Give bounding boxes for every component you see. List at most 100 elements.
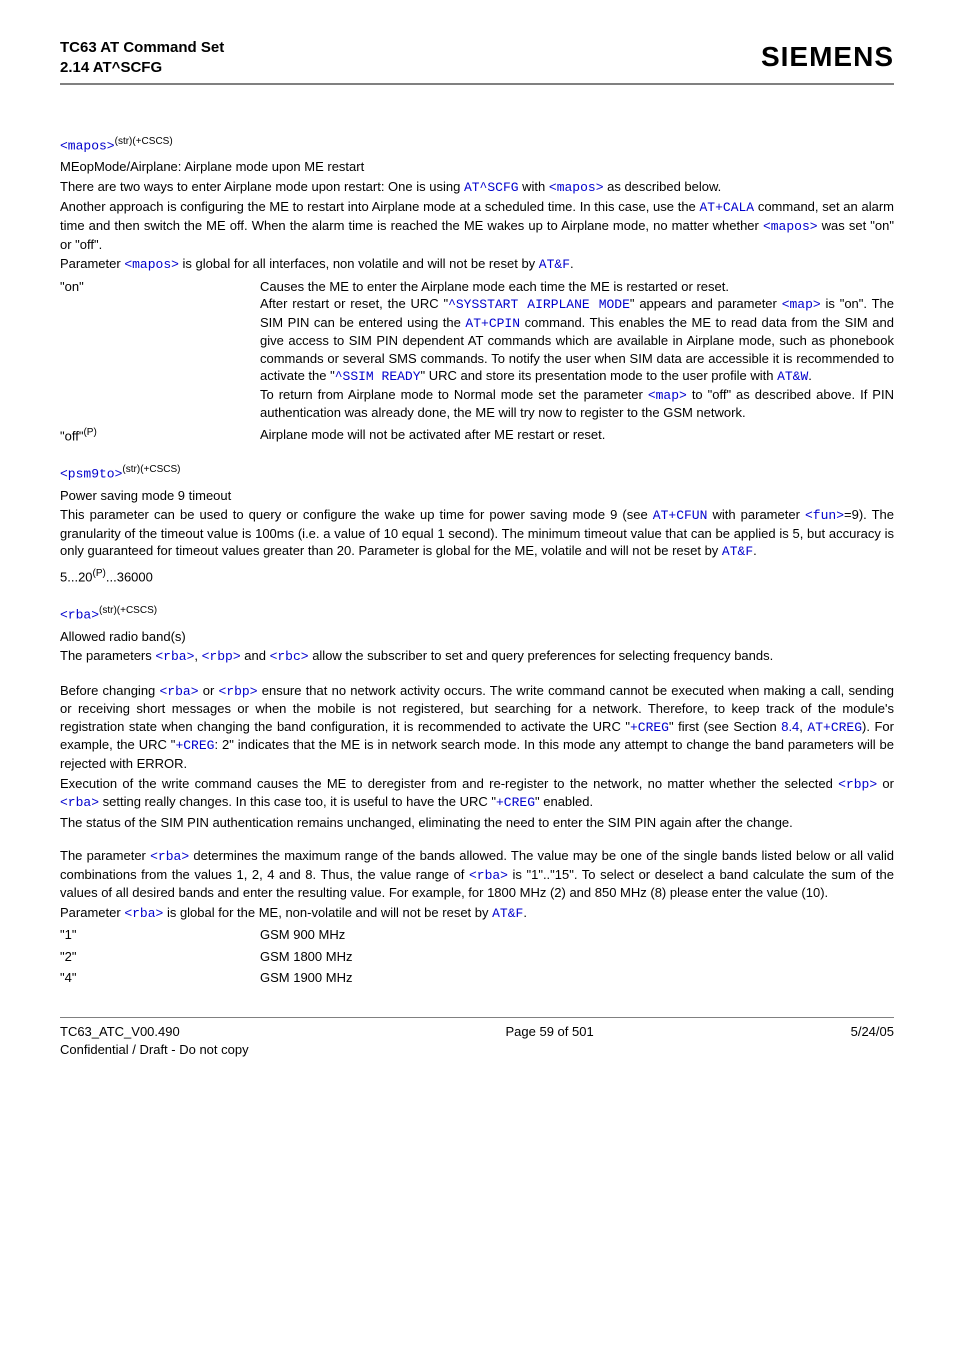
page-footer: TC63_ATC_V00.490 Confidential / Draft - … (60, 1017, 894, 1058)
link-atw[interactable]: AT&W (777, 369, 808, 384)
link-atscfg[interactable]: AT^SCFG (464, 180, 519, 195)
rba-p4: The status of the SIM PIN authentication… (60, 814, 894, 832)
t: with (519, 179, 549, 194)
link-atf[interactable]: AT&F (539, 257, 570, 272)
page-header: TC63 AT Command Set 2.14 AT^SCFG SIEMENS (60, 38, 894, 85)
link-rbp[interactable]: <rbp> (202, 649, 241, 664)
mapos-sup: (str)(+CSCS) (115, 136, 173, 147)
rba-r1-v: GSM 900 MHz (260, 926, 894, 944)
t: The parameter (60, 848, 150, 863)
mapos-subtitle: MEopMode/Airplane: Airplane mode upon ME… (60, 158, 894, 176)
rba-r1-k: "1" (60, 926, 260, 944)
rba-p6: Parameter <rba> is global for the ME, no… (60, 904, 894, 923)
mapos-p2: Another approach is configuring the ME t… (60, 198, 894, 253)
rba-r1: "1" GSM 900 MHz (60, 926, 894, 944)
link-rbp[interactable]: <rbp> (838, 777, 877, 792)
link-sysstart[interactable]: ^SYSSTART AIRPLANE MODE (448, 297, 630, 312)
link-atf[interactable]: AT&F (722, 544, 753, 559)
spacer (60, 833, 894, 847)
mapos-on-row: "on" Causes the ME to enter the Airplane… (60, 278, 894, 422)
link-rbp[interactable]: <rbp> (219, 684, 258, 699)
t: allow the subscriber to set and query pr… (309, 648, 774, 663)
off-sup: (P) (83, 427, 96, 438)
t: with parameter (707, 507, 805, 522)
rba-r2-k: "2" (60, 948, 260, 966)
link-mapos[interactable]: <mapos> (124, 257, 179, 272)
t: "off" (60, 428, 83, 443)
mapos-on-key: "on" (60, 278, 260, 422)
footer-confidential: Confidential / Draft - Do not copy (60, 1041, 249, 1059)
t: is global for the ME, non-volatile and w… (163, 905, 492, 920)
link-creg[interactable]: +CREG (630, 720, 669, 735)
rba-sup: (str)(+CSCS) (99, 605, 157, 616)
t: " first (see Section (669, 719, 781, 734)
mapos-p3: Parameter <mapos> is global for all inte… (60, 255, 894, 274)
link-mapos[interactable]: <mapos> (549, 180, 604, 195)
link-atcfun[interactable]: AT+CFUN (653, 508, 708, 523)
param-mapos-head: <mapos>(str)(+CSCS) (60, 135, 894, 155)
t: The parameters (60, 648, 155, 663)
link-map[interactable]: <map> (648, 388, 687, 403)
rba-p3: Execution of the write command causes th… (60, 775, 894, 812)
t: " appears and parameter (630, 296, 782, 311)
link-rba[interactable]: <rba> (124, 906, 163, 921)
link-atcpin[interactable]: AT+CPIN (465, 316, 520, 331)
link-rba[interactable]: <rba> (160, 684, 199, 699)
doc-title: TC63 AT Command Set (60, 38, 224, 58)
t: ...36000 (106, 569, 153, 584)
t: or (877, 776, 894, 791)
t: Another approach is configuring the ME t… (60, 199, 700, 214)
link-creg[interactable]: +CREG (175, 738, 214, 753)
mapos-off-key: "off"(P) (60, 426, 260, 445)
link-atcreg[interactable]: AT+CREG (807, 720, 862, 735)
t: Parameter (60, 256, 124, 271)
rba-p5: The parameter <rba> determines the maxim… (60, 847, 894, 902)
rba-tag: <rba> (60, 607, 99, 622)
link-sec84[interactable]: 8.4 (781, 719, 799, 734)
t: Before changing (60, 683, 160, 698)
mapos-on-v3: To return from Airplane mode to Normal m… (260, 386, 894, 422)
t: " URC and store its presentation mode to… (421, 368, 778, 383)
mapos-on-v2: After restart or reset, the URC "^SYSSTA… (260, 295, 894, 386)
link-creg[interactable]: +CREG (496, 795, 535, 810)
header-left: TC63 AT Command Set 2.14 AT^SCFG (60, 38, 224, 79)
range-sup: (P) (93, 568, 106, 579)
link-rba[interactable]: <rba> (469, 868, 508, 883)
t: setting really changes. In this case too… (99, 794, 496, 809)
rba-p2: Before changing <rba> or <rbp> ensure th… (60, 682, 894, 773)
t: " enabled. (535, 794, 593, 809)
rba-r2-v: GSM 1800 MHz (260, 948, 894, 966)
link-fun[interactable]: <fun> (805, 508, 844, 523)
link-rba[interactable]: <rba> (155, 649, 194, 664)
link-map[interactable]: <map> (782, 297, 821, 312)
link-atf[interactable]: AT&F (492, 906, 523, 921)
psm9to-p1: This parameter can be used to query or c… (60, 506, 894, 561)
link-rbc[interactable]: <rbc> (270, 649, 309, 664)
t: Execution of the write command causes th… (60, 776, 838, 791)
mapos-on-val: Causes the ME to enter the Airplane mode… (260, 278, 894, 422)
link-rba[interactable]: <rba> (60, 795, 99, 810)
brand-logo: SIEMENS (761, 38, 894, 76)
rba-subtitle: Allowed radio band(s) (60, 628, 894, 646)
link-ssimready[interactable]: ^SSIM READY (335, 369, 421, 384)
link-rba[interactable]: <rba> (150, 849, 189, 864)
link-atcala[interactable]: AT+CALA (700, 200, 755, 215)
psm9to-range: 5...20(P)...36000 (60, 567, 894, 586)
t: This parameter can be used to query or c… (60, 507, 653, 522)
footer-page: Page 59 of 501 (506, 1023, 594, 1058)
t: There are two ways to enter Airplane mod… (60, 179, 464, 194)
link-mapos[interactable]: <mapos> (763, 219, 818, 234)
t: . (570, 256, 574, 271)
param-rba: <rba>(str)(+CSCS) Allowed radio band(s) … (60, 604, 894, 987)
rba-head: <rba>(str)(+CSCS) (60, 604, 894, 624)
t: . (753, 543, 757, 558)
t: is global for all interfaces, non volati… (179, 256, 539, 271)
footer-date: 5/24/05 (851, 1023, 894, 1058)
mapos-tag: <mapos> (60, 138, 115, 153)
t: . (523, 905, 527, 920)
rba-r2: "2" GSM 1800 MHz (60, 948, 894, 966)
mapos-off-row: "off"(P) Airplane mode will not be activ… (60, 426, 894, 445)
psm9to-sup: (str)(+CSCS) (122, 464, 180, 475)
t: After restart or reset, the URC " (260, 296, 448, 311)
spacer (60, 668, 894, 682)
